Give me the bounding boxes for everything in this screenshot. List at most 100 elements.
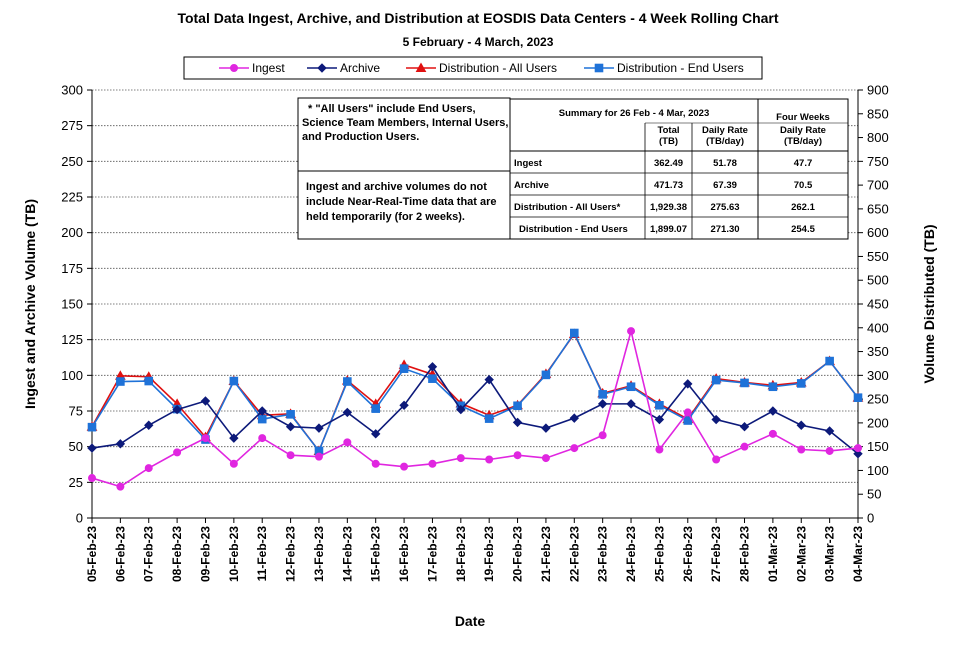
data-point [87, 443, 97, 453]
y-left-tick-label: 150 [61, 297, 83, 312]
data-point [144, 376, 154, 386]
series-archive [87, 362, 863, 459]
x-tick-label: 19-Feb-23 [482, 526, 496, 582]
y-left-tick-label: 75 [69, 404, 83, 419]
x-tick-label: 02-Mar-23 [794, 526, 808, 582]
data-point [428, 374, 437, 383]
y-right-tick-label: 800 [867, 130, 889, 145]
data-point [485, 455, 494, 464]
col-header-four: Daily Rate [780, 125, 826, 136]
data-point [286, 410, 295, 419]
data-point [144, 464, 153, 473]
y-left-tick-label: 275 [61, 118, 83, 133]
data-point [569, 413, 580, 423]
table-cell-daily: 271.30 [710, 224, 739, 235]
notes: * "All Users" include End Users, Science … [297, 97, 511, 240]
data-point [116, 377, 125, 386]
data-point [88, 474, 96, 483]
x-tick-label: 04-Mar-23 [851, 526, 865, 582]
data-point [570, 444, 579, 453]
data-point [513, 401, 522, 411]
y-left-tick-label: 250 [61, 154, 83, 169]
data-point [116, 482, 125, 491]
col-header-total: Total [658, 125, 680, 136]
legend-label: Distribution - End Users [617, 61, 744, 75]
chart-subtitle: 5 February - 4 March, 2023 [403, 35, 554, 49]
data-point [285, 421, 296, 432]
data-point [257, 414, 267, 424]
data-point [683, 408, 692, 417]
data-point [655, 445, 664, 454]
table-header-four-weeks: Four Weeks [776, 112, 830, 123]
y-right-tick-label: 250 [867, 392, 889, 407]
table-cell-daily: 51.78 [713, 158, 737, 169]
data-point [569, 328, 579, 338]
table-cell-four: 47.7 [794, 158, 813, 169]
x-tick-label: 10-Feb-23 [227, 526, 241, 582]
axes: 0 25 50 75 100 125 150 175 200 225 250 275 300 0 50 100… [61, 83, 888, 583]
x-axis-title: Date [455, 613, 486, 629]
data-point [740, 442, 749, 451]
data-point [626, 382, 636, 392]
data-point [144, 420, 154, 430]
data-point [342, 407, 353, 418]
table-row-label: Ingest [514, 158, 543, 169]
table-row-label: Distribution - All Users* [514, 202, 621, 213]
data-point [626, 399, 636, 409]
data-point [343, 438, 352, 447]
data-point [512, 417, 523, 428]
note-line: and Production Users. [302, 131, 419, 143]
y-left-tick-label: 200 [61, 225, 83, 240]
x-tick-label: 20-Feb-23 [511, 526, 525, 582]
note-box-nrt [297, 170, 511, 240]
table-cell-total: 1,929.38 [650, 202, 687, 213]
y-right-tick-label: 0 [867, 511, 874, 526]
x-tick-label: 26-Feb-23 [681, 526, 695, 582]
data-point [456, 454, 465, 463]
data-point [541, 370, 551, 380]
data-point [739, 421, 750, 432]
y-right-tick-label: 500 [867, 273, 889, 288]
x-tick-label: 06-Feb-23 [113, 526, 127, 582]
legend-marker [594, 63, 604, 73]
note-line: held temporarily (for 2 weeks). [306, 211, 465, 223]
y-axis-right-title: Volume Distributed (TB) [921, 224, 937, 383]
x-tick-label: 24-Feb-23 [624, 526, 638, 582]
data-point [768, 429, 777, 438]
y-axis-left-title: Ingest and Archive Volume (TB) [22, 199, 38, 409]
data-point [399, 400, 409, 411]
y-right-tick-label: 300 [867, 368, 889, 383]
x-tick-label: 13-Feb-23 [312, 526, 326, 582]
x-tick-label: 25-Feb-23 [652, 526, 666, 582]
x-tick-label: 08-Feb-23 [170, 526, 184, 582]
series [86, 327, 864, 491]
note-line: Science Team Members, Internal Users, [302, 117, 508, 129]
data-point [371, 404, 381, 413]
y-left-tick-label: 125 [61, 332, 83, 347]
data-point [683, 379, 693, 389]
data-point [853, 449, 863, 459]
data-point [825, 356, 834, 366]
data-point [541, 423, 551, 433]
y-right-tick-label: 200 [867, 415, 889, 430]
data-point [768, 382, 778, 392]
legend-box [183, 56, 763, 80]
col-header-four: (TB/day) [784, 136, 822, 147]
data-point [427, 362, 438, 372]
data-point [456, 404, 466, 415]
y-right-tick-label: 350 [867, 344, 889, 359]
data-point [627, 327, 636, 336]
col-header-total: (TB) [659, 136, 678, 147]
table-header: Summary for 26 Feb - 4 Mar, 2023 [559, 108, 709, 119]
table-cell-total: 362.49 [654, 158, 683, 169]
x-tick-label: 09-Feb-23 [198, 526, 212, 582]
y-right-tick-label: 700 [867, 178, 889, 193]
y-left-tick-label: 175 [61, 261, 83, 276]
series-line [91, 365, 859, 455]
x-tick-label: 11-Feb-23 [255, 526, 269, 582]
table-cell-four: 254.5 [791, 224, 815, 235]
x-tick-label: 07-Feb-23 [142, 526, 156, 582]
data-point [824, 426, 835, 436]
data-point [371, 459, 380, 468]
